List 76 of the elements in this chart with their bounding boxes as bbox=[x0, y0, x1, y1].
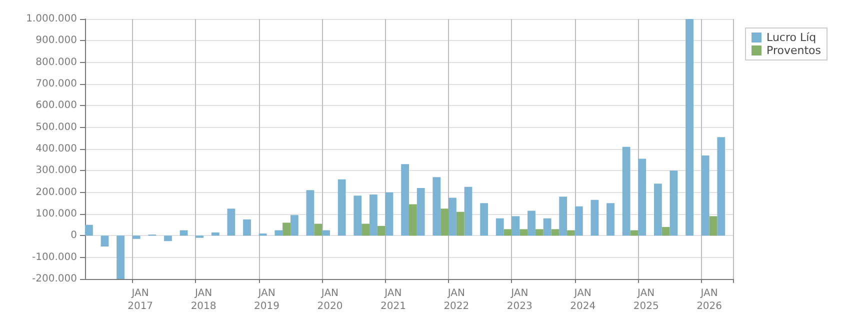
bar bbox=[401, 164, 409, 236]
bar bbox=[528, 210, 536, 236]
y-tick-label: 100.000 bbox=[36, 208, 77, 220]
bar bbox=[567, 230, 575, 236]
x-tick-label: JAN 2026 bbox=[696, 288, 722, 312]
bar bbox=[85, 224, 93, 236]
y-tick-label: -200.000 bbox=[32, 274, 77, 284]
bar bbox=[211, 232, 220, 236]
bar bbox=[362, 224, 370, 236]
bar bbox=[654, 184, 662, 236]
bar bbox=[440, 208, 449, 236]
y-tick-label: 200.000 bbox=[36, 186, 77, 198]
bar bbox=[686, 19, 694, 236]
bar bbox=[338, 179, 346, 236]
x-tick-label: JAN 2022 bbox=[444, 288, 470, 312]
bar bbox=[456, 212, 464, 236]
bar bbox=[638, 158, 646, 236]
bar bbox=[559, 196, 568, 236]
y-tick-label: 800.000 bbox=[36, 56, 77, 68]
bar bbox=[322, 230, 330, 236]
bar bbox=[243, 219, 251, 236]
bar bbox=[116, 236, 125, 279]
bar bbox=[132, 236, 140, 239]
bar bbox=[282, 222, 290, 236]
bar bbox=[290, 215, 298, 236]
bar bbox=[496, 218, 504, 236]
y-tick-label: 1.000.000 bbox=[26, 14, 77, 24]
bar bbox=[432, 177, 441, 236]
bar bbox=[480, 203, 488, 236]
x-tick-label: JAN 2025 bbox=[633, 288, 659, 312]
bar bbox=[354, 196, 362, 236]
y-tick-label: 700.000 bbox=[36, 78, 77, 90]
y-tick-label: -100.000 bbox=[32, 252, 77, 263]
bar bbox=[709, 216, 718, 236]
bar bbox=[504, 229, 512, 236]
legend-label: Lucro Líq bbox=[766, 31, 816, 44]
y-tick-label: 400.000 bbox=[36, 144, 77, 154]
x-tick-label: JAN 2021 bbox=[380, 288, 406, 312]
bar bbox=[306, 190, 314, 236]
bar bbox=[100, 236, 109, 246]
bar bbox=[314, 224, 322, 236]
bar bbox=[274, 230, 283, 236]
bar bbox=[520, 229, 528, 236]
bar bbox=[574, 206, 583, 236]
y-tick-label: 500.000 bbox=[36, 122, 77, 133]
bar bbox=[385, 192, 394, 236]
bar bbox=[448, 198, 456, 236]
y-tick-label: 0 bbox=[70, 230, 77, 242]
y-tick-label: 300.000 bbox=[36, 165, 77, 176]
bar bbox=[590, 200, 599, 236]
bar bbox=[622, 146, 630, 236]
bar bbox=[701, 156, 710, 236]
x-tick-label: JAN 2019 bbox=[254, 288, 280, 312]
x-tick-label: JAN 2017 bbox=[128, 288, 154, 312]
bar bbox=[670, 170, 678, 236]
bar bbox=[416, 188, 425, 236]
legend-label: Proventos bbox=[766, 44, 822, 57]
x-tick-label: JAN 2018 bbox=[190, 288, 216, 312]
bar bbox=[717, 137, 726, 236]
bar bbox=[164, 236, 172, 242]
bar bbox=[606, 203, 614, 236]
bar bbox=[409, 204, 417, 236]
y-tick-label: 900.000 bbox=[36, 35, 77, 46]
bar bbox=[662, 227, 670, 236]
bar bbox=[551, 229, 560, 236]
x-tick-label: JAN 2024 bbox=[570, 288, 596, 312]
x-tick-label: JAN 2020 bbox=[317, 288, 343, 312]
bar bbox=[377, 226, 386, 236]
bar bbox=[535, 229, 544, 236]
bar bbox=[512, 216, 520, 236]
bar bbox=[464, 186, 472, 236]
bar bbox=[369, 194, 378, 236]
bar bbox=[227, 208, 236, 236]
x-tick-label: JAN 2023 bbox=[506, 288, 532, 312]
bar bbox=[543, 218, 552, 236]
y-tick-label: 600.000 bbox=[36, 100, 77, 112]
